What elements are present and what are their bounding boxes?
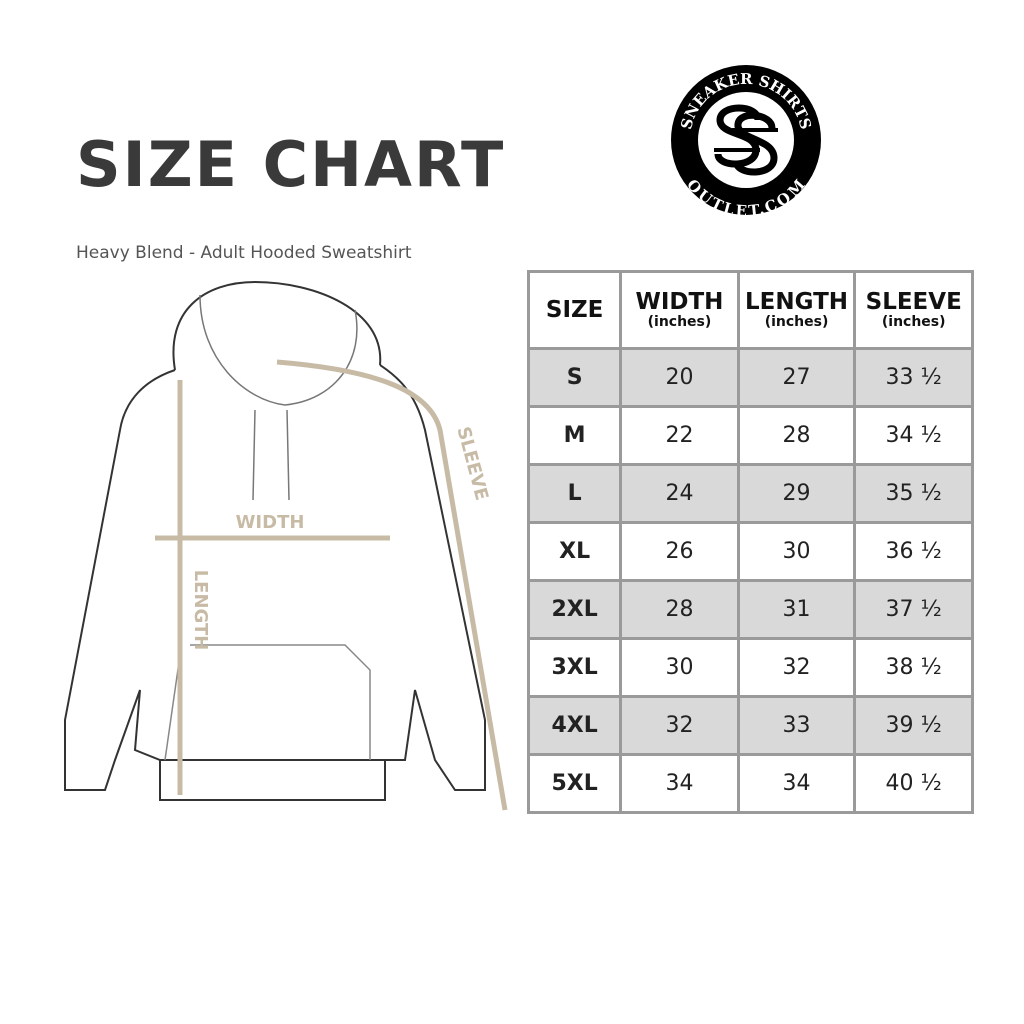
product-subtitle: Heavy Blend - Adult Hooded Sweatshirt bbox=[76, 243, 412, 263]
size-cell: S bbox=[526, 347, 623, 408]
sleeve-label: SLEEVE bbox=[452, 425, 492, 503]
measurement-cell: 31 bbox=[736, 579, 857, 640]
table-row: L 24 29 35 ½ bbox=[526, 463, 974, 524]
column-label: WIDTH bbox=[635, 289, 724, 315]
header-sleeve: SLEEVE (inches) bbox=[853, 270, 974, 350]
size-cell: 5XL bbox=[526, 753, 623, 814]
measurement-cell: 29 bbox=[736, 463, 857, 524]
column-label: SIZE bbox=[545, 297, 604, 323]
measurement-cell: 32 bbox=[619, 695, 740, 756]
table-row: M 22 28 34 ½ bbox=[526, 405, 974, 466]
width-label: WIDTH bbox=[236, 512, 305, 533]
size-cell: 3XL bbox=[526, 637, 623, 698]
measurement-cell: 34 bbox=[736, 753, 857, 814]
measurement-cell: 33 bbox=[736, 695, 857, 756]
unit-label: (inches) bbox=[647, 314, 712, 330]
measurement-cell: 26 bbox=[619, 521, 740, 582]
unit-label: (inches) bbox=[881, 314, 946, 330]
length-label: LENGTH bbox=[190, 570, 211, 651]
hoodie-diagram: WIDTH LENGTH SLEEVE bbox=[64, 280, 508, 811]
measurement-cell: 40 ½ bbox=[853, 753, 974, 814]
table-header-row: SIZE WIDTH (inches) LENGTH (inches) SLEEVE… bbox=[526, 270, 974, 350]
measurement-cell: 28 bbox=[736, 405, 857, 466]
header-size: SIZE bbox=[526, 270, 623, 350]
size-cell: 4XL bbox=[526, 695, 623, 756]
measurement-cell: 28 bbox=[619, 579, 740, 640]
column-label: SLEEVE bbox=[865, 289, 962, 315]
measurement-cell: 30 bbox=[619, 637, 740, 698]
body-outline bbox=[64, 364, 486, 791]
size-cell: L bbox=[526, 463, 623, 524]
measurement-cell: 34 bbox=[619, 753, 740, 814]
logo-monogram bbox=[714, 104, 778, 176]
measurement-cell: 34 ½ bbox=[853, 405, 974, 466]
table-row: XL 26 30 36 ½ bbox=[526, 521, 974, 582]
table-row: 2XL 28 31 37 ½ bbox=[526, 579, 974, 640]
measurement-cell: 36 ½ bbox=[853, 521, 974, 582]
measurement-cell: 20 bbox=[619, 347, 740, 408]
measurement-cell: 39 ½ bbox=[853, 695, 974, 756]
table-row: 4XL 32 33 39 ½ bbox=[526, 695, 974, 756]
measurement-cell: 22 bbox=[619, 405, 740, 466]
measurement-cell: 27 bbox=[736, 347, 857, 408]
measurement-cell: 35 ½ bbox=[853, 463, 974, 524]
measurement-cell: 30 bbox=[736, 521, 857, 582]
measurement-cell: 37 ½ bbox=[853, 579, 974, 640]
waistband-outline bbox=[159, 760, 386, 801]
size-cell: 2XL bbox=[526, 579, 623, 640]
table-row: 5XL 34 34 40 ½ bbox=[526, 753, 974, 814]
table-row: S 20 27 33 ½ bbox=[526, 347, 974, 408]
drawstrings bbox=[252, 409, 290, 501]
unit-label: (inches) bbox=[764, 314, 829, 330]
page-title: SIZE CHART bbox=[76, 128, 506, 201]
brand-logo: SNEAKER SHIRTS OUTLET.COM bbox=[671, 65, 821, 216]
size-cell: M bbox=[526, 405, 623, 466]
hood-opening bbox=[199, 294, 358, 406]
measurement-cell: 32 bbox=[736, 637, 857, 698]
size-table: SIZE WIDTH (inches) LENGTH (inches) SLEEVE… bbox=[526, 270, 974, 814]
measurement-cell: 38 ½ bbox=[853, 637, 974, 698]
size-cell: XL bbox=[526, 521, 623, 582]
header-length: LENGTH (inches) bbox=[736, 270, 857, 350]
pocket-outline bbox=[164, 644, 371, 761]
table-row: 3XL 30 32 38 ½ bbox=[526, 637, 974, 698]
hood-outline bbox=[172, 280, 382, 371]
header-width: WIDTH (inches) bbox=[619, 270, 740, 350]
sleeve-arrow bbox=[276, 359, 508, 811]
measurement-cell: 33 ½ bbox=[853, 347, 974, 408]
measurement-cell: 24 bbox=[619, 463, 740, 524]
column-label: LENGTH bbox=[745, 289, 849, 315]
